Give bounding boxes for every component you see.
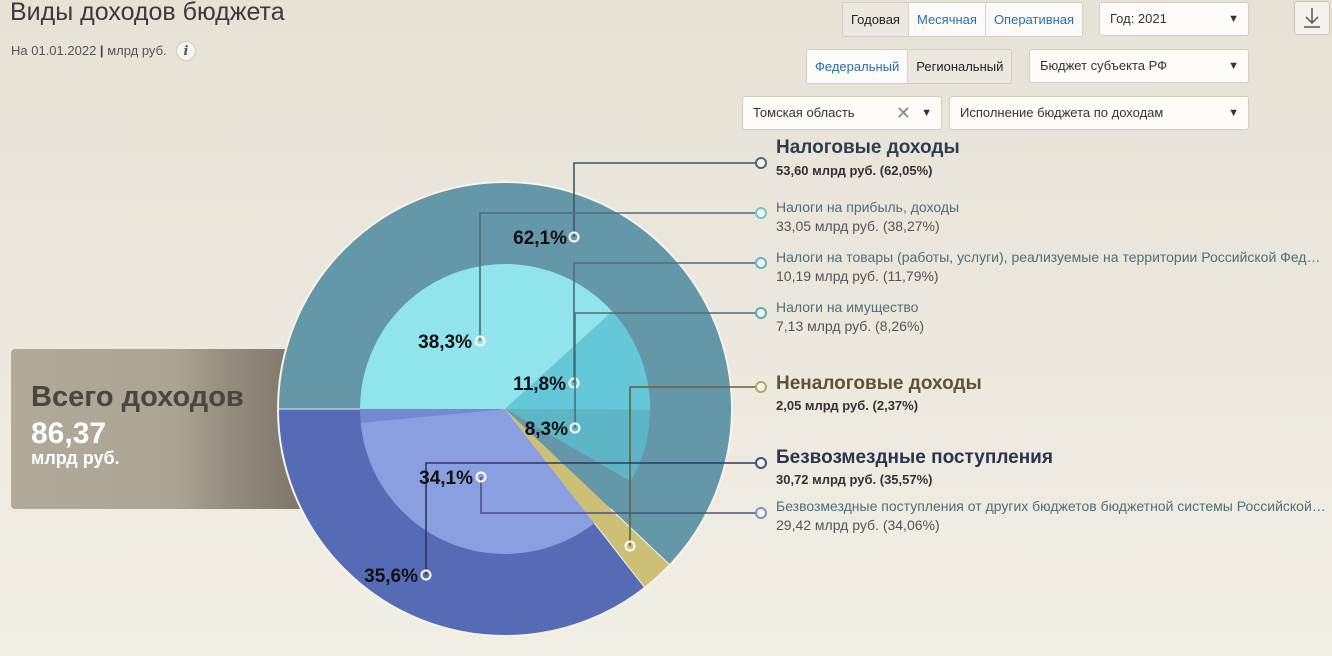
- region-select-arrow-icon: ▼: [921, 107, 932, 119]
- total-income-panel: Всего доходов 86,37 млрд руб.: [11, 349, 311, 509]
- leader-property-tax: [574, 312, 761, 428]
- legend-nontax-value: 2,05 млрд руб. (2,37%): [776, 398, 919, 413]
- legend-tax-title[interactable]: Налоговые доходы: [776, 137, 960, 158]
- download-button[interactable]: [1294, 1, 1330, 35]
- info-icon[interactable]: i: [176, 41, 196, 61]
- legend-nontax-title[interactable]: Неналоговые доходы: [776, 373, 982, 394]
- leader-profit-tax: [479, 212, 761, 341]
- inner-slice-tax-other[interactable]: [505, 409, 631, 509]
- label-transfers-pct: 34,1%: [419, 468, 473, 489]
- budget-select[interactable]: Бюджет субъекта РФ ▼: [1029, 49, 1249, 83]
- leader-nontax-legend-dot[interactable]: [755, 381, 767, 393]
- inner-slice-goods-tax[interactable]: [505, 311, 651, 410]
- tab-federal[interactable]: Федеральный: [807, 50, 909, 83]
- leader-profit-tax-legend-dot[interactable]: [755, 207, 767, 219]
- budget-select-arrow-icon: ▼: [1228, 60, 1239, 72]
- region-select-value: Томская область: [753, 105, 855, 120]
- budget-select-value: Бюджет субъекта РФ: [1040, 58, 1168, 73]
- legend-property-tax-value: 7,13 млрд руб. (8,26%): [776, 318, 925, 334]
- leader-transfers: [480, 477, 761, 514]
- legend-profit-tax-value: 33,05 млрд руб. (38,27%): [776, 218, 940, 234]
- year-select[interactable]: Год: 2021 ▼: [1099, 2, 1249, 36]
- leader-goods-tax-legend-dot[interactable]: [755, 257, 767, 269]
- legend-transfers-title[interactable]: Безвозмездные поступления от других бюдж…: [776, 498, 1326, 514]
- period-tabs: Годовая Месячная Оперативная: [842, 2, 1084, 37]
- total-label: Всего доходов: [31, 381, 244, 413]
- tab-annual[interactable]: Годовая: [843, 3, 909, 36]
- leader-tax-marker: [568, 231, 580, 243]
- leader-goods-tax-marker: [568, 377, 580, 389]
- leader-property-tax-legend-dot[interactable]: [755, 307, 767, 319]
- legend-gratuitous-value: 30,72 млрд руб. (35,57%): [776, 472, 933, 487]
- leader-nontax-marker: [624, 540, 636, 552]
- label-property-tax-pct: 8,3%: [525, 419, 568, 440]
- legend-transfers-value: 29,42 млрд руб. (34,06%): [776, 517, 940, 533]
- leader-nontax: [629, 386, 761, 546]
- leader-transfers-marker: [475, 471, 487, 483]
- tab-operative[interactable]: Оперативная: [985, 3, 1083, 36]
- label-gratuitous-pct: 35,6%: [364, 566, 418, 587]
- page-title: Виды доходов бюджета: [10, 0, 285, 26]
- inner-slice-transfers[interactable]: [360, 409, 595, 555]
- tab-regional[interactable]: Региональный: [908, 50, 1012, 83]
- leader-property-tax-marker: [569, 422, 581, 434]
- level-tabs: Федеральный Региональный: [806, 49, 1013, 84]
- legend-goods-tax-title[interactable]: Налоги на товары (работы, услуги), реали…: [776, 249, 1326, 265]
- legend-gratuitous-title[interactable]: Безвозмездные поступления: [776, 447, 1053, 468]
- pie-border: [277, 181, 733, 637]
- date-text: На 01.01.2022: [11, 43, 97, 58]
- year-select-arrow-icon: ▼: [1228, 13, 1239, 25]
- year-select-value: Год: 2021: [1110, 11, 1167, 26]
- page-subtitle: На 01.01.2022 | млрд руб.: [11, 43, 167, 58]
- clear-icon[interactable]: ✕: [895, 103, 911, 123]
- total-unit: млрд руб.: [31, 448, 120, 468]
- tab-monthly[interactable]: Месячная: [908, 3, 986, 36]
- leader-transfers-legend-dot[interactable]: [755, 507, 767, 519]
- region-select[interactable]: Томская область ✕ ▼: [742, 96, 942, 130]
- report-select-value: Исполнение бюджета по доходам: [960, 105, 1164, 120]
- subtitle-separator: |: [99, 43, 104, 58]
- inner-slice-nontax[interactable]: [505, 409, 611, 524]
- total-value: 86,37: [31, 417, 107, 450]
- leader-tax-legend-dot[interactable]: [755, 157, 767, 169]
- leader-gratuitous: [425, 462, 761, 575]
- legend-property-tax-title[interactable]: Налоги на имущество: [776, 299, 919, 315]
- leader-profit-tax-marker: [474, 335, 486, 347]
- legend-goods-tax-value: 10,19 млрд руб. (11,79%): [776, 268, 939, 284]
- label-tax-pct: 62,1%: [513, 228, 567, 249]
- download-icon: [1304, 8, 1320, 28]
- report-select[interactable]: Исполнение бюджета по доходам ▼: [949, 96, 1249, 130]
- label-goods-tax-pct: 11,8%: [513, 374, 566, 395]
- unit-text: млрд руб.: [107, 43, 167, 58]
- legend-profit-tax-title[interactable]: Налоги на прибыль, доходы: [776, 199, 960, 215]
- leader-gratuitous-marker: [420, 569, 432, 581]
- leader-gratuitous-legend-dot[interactable]: [755, 457, 767, 469]
- inner-slice-gratuitous-other[interactable]: [360, 409, 505, 423]
- report-select-arrow-icon: ▼: [1228, 107, 1239, 119]
- label-profit-tax-pct: 38,3%: [418, 332, 472, 353]
- inner-slice-profit-tax[interactable]: [360, 263, 613, 409]
- leader-goods-tax: [573, 262, 761, 383]
- legend-tax-value: 53,60 млрд руб. (62,05%): [776, 163, 933, 178]
